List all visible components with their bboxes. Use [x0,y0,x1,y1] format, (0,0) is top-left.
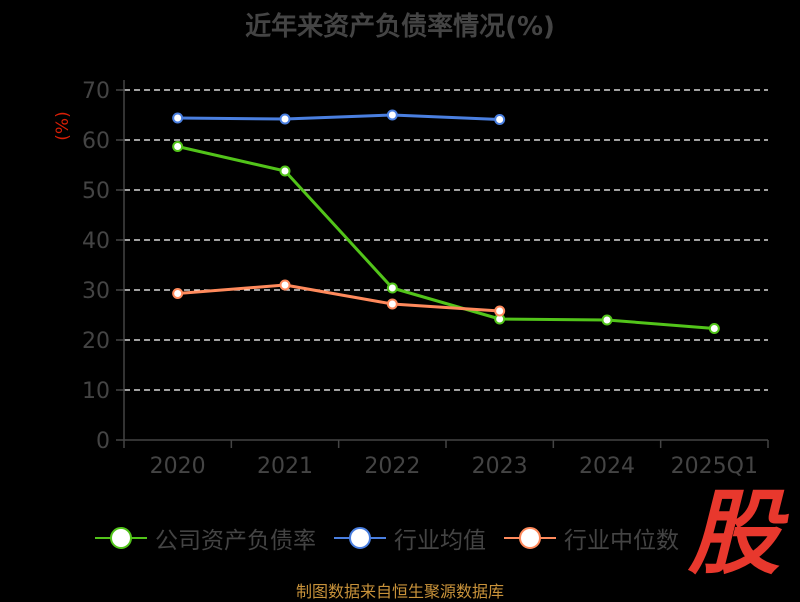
legend-item-industry-mean[interactable]: 行业均值 [334,521,486,555]
y-tick-label: 20 [82,329,110,354]
y-axis-label: (%) [53,111,73,140]
data-point-0 [172,141,184,152]
data-point-0 [386,282,398,294]
legend-label-company: 公司资产负债率 [155,528,316,554]
data-point-2 [279,279,291,291]
data-point-2 [494,305,506,317]
x-tick-label: 2023 [472,454,528,479]
legend-item-company[interactable]: 公司资产负债率 [95,521,316,555]
data-point-1 [279,113,291,125]
x-tick-label: 2021 [257,454,313,479]
y-tick-label: 40 [82,229,110,254]
legend: 公司资产负债率 行业均值 行业中位数 [95,520,679,556]
y-tick-label: 60 [82,129,110,154]
x-tick-label: 2020 [150,454,206,479]
x-tick-label: 2025Q1 [671,454,758,479]
data-point-2 [386,298,398,310]
watermark-logo: 股 [688,480,781,587]
data-point-1 [172,112,184,124]
data-point-2 [172,288,184,299]
y-tick-label: 30 [82,279,110,304]
series-line-1 [177,113,500,121]
y-tick-label: 50 [82,179,110,204]
data-point-1 [386,109,398,121]
chart-title: 近年来资产负债率情况(%) [245,12,555,42]
legend-swatch-industry-median [504,526,556,550]
data-point-0 [708,323,720,334]
y-tick-label: 10 [82,379,110,404]
legend-label-industry-mean: 行业均值 [394,528,486,554]
data-point-0 [601,314,613,326]
legend-item-industry-median[interactable]: 行业中位数 [504,521,679,555]
data-point-0 [279,165,291,177]
data-source-note: 制图数据来自恒生聚源数据库 [295,582,504,601]
x-tick-label: 2024 [579,454,635,479]
legend-label-industry-median: 行业中位数 [564,528,679,554]
x-tick-label: 2022 [364,454,420,479]
legend-swatch-company [95,526,147,550]
y-tick-label: 70 [82,79,110,104]
legend-swatch-industry-mean [334,526,386,550]
series-line-2 [177,283,500,313]
y-tick-label: 0 [96,429,110,454]
data-point-1 [494,114,506,125]
series-line-0 [177,145,715,330]
